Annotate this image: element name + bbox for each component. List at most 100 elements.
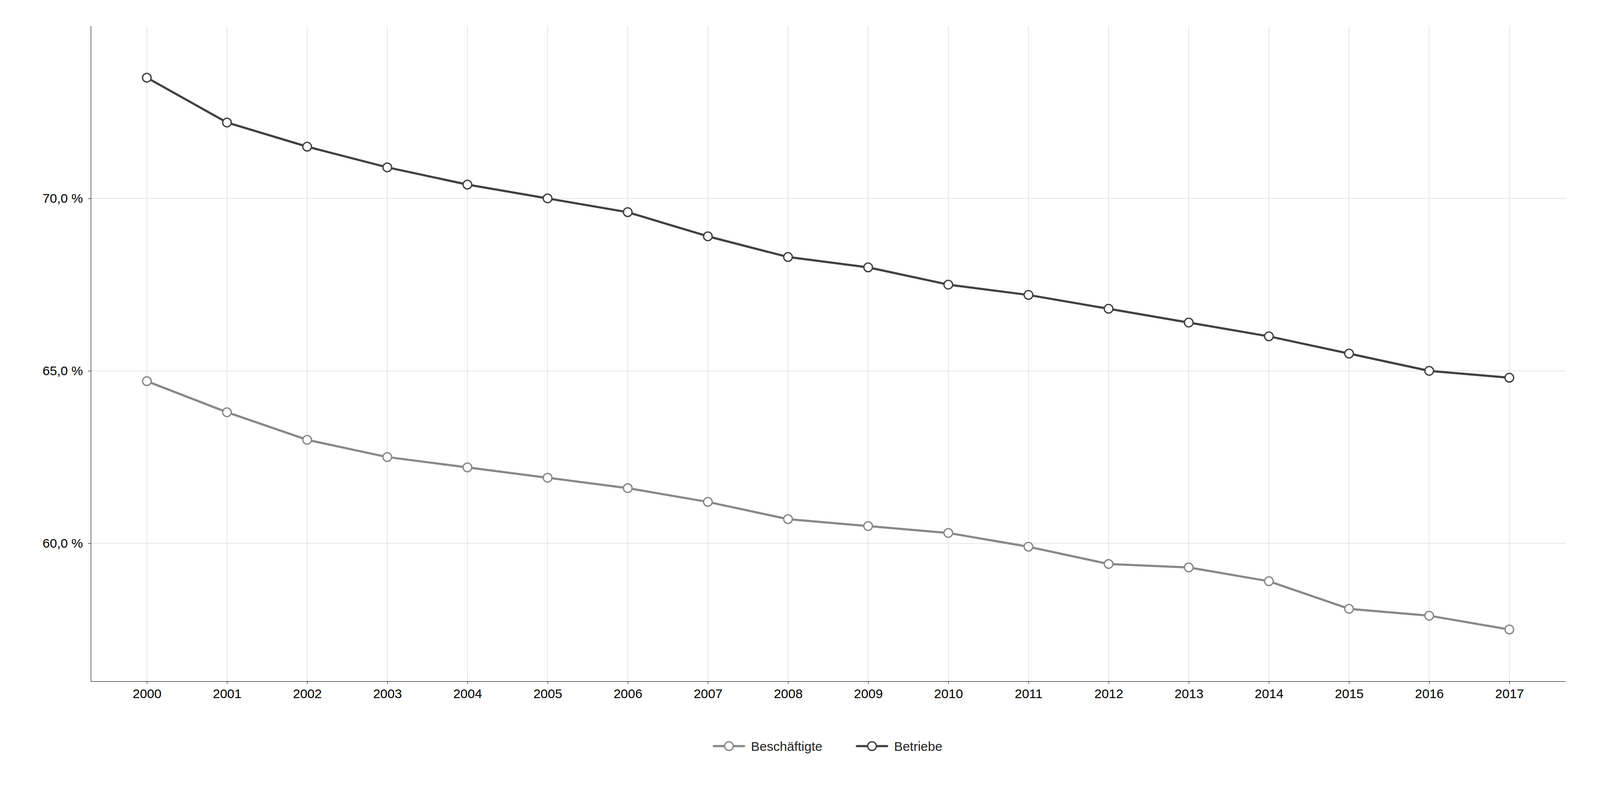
x-grid-line: [1508, 25, 1510, 681]
x-tick-mark: [1028, 680, 1029, 684]
x-tick-mark: [1188, 680, 1190, 684]
x-grid-line: [1428, 25, 1430, 681]
x-axis-line: [91, 680, 1566, 682]
x-tick-label: 2004: [453, 686, 483, 701]
series-point: [1104, 559, 1114, 569]
x-grid-line: [306, 25, 308, 681]
x-grid-line: [1108, 25, 1110, 681]
series: [142, 73, 1514, 382]
x-tick-label: 2002: [292, 686, 322, 701]
series-point: [1504, 373, 1514, 382]
x-tick: 2017: [1495, 680, 1524, 701]
series-point: [1024, 290, 1033, 300]
series-point: [1024, 542, 1033, 551]
series-point: [222, 407, 232, 417]
series-point: [1344, 604, 1354, 613]
x-grid-line: [467, 25, 468, 681]
legend-marker: [867, 741, 877, 751]
series-point: [703, 232, 713, 241]
x-tick-mark: [547, 680, 548, 684]
legend-label: Betriebe: [893, 738, 943, 754]
y-grid-line: [90, 542, 1566, 544]
x-tick-label: 2009: [853, 686, 883, 701]
y-tick-mark: [88, 543, 91, 544]
x-tick: 2014: [1254, 680, 1284, 701]
series-point: [382, 452, 392, 462]
chart: 2000200120022003200420052006200720082009…: [0, 0, 1600, 785]
x-tick: 2000: [132, 680, 162, 701]
x-tick: 2015: [1334, 680, 1364, 701]
series-point: [1184, 318, 1193, 327]
x-tick-mark: [707, 680, 709, 684]
x-tick-mark: [1348, 680, 1350, 684]
y-axis: 60,0 % 65,0 % 70,0 %: [42, 26, 92, 682]
y-grid-line: [90, 370, 1566, 372]
x-tick: 2016: [1415, 680, 1445, 701]
x-tick-label: 2003: [372, 686, 402, 701]
x-tick-label: 2008: [773, 686, 803, 701]
x-tick-mark: [307, 680, 308, 684]
x-tick: 2004: [453, 680, 483, 701]
x-tick: 2002: [292, 680, 322, 701]
x-tick: 2006: [613, 680, 643, 701]
x-tick: 2010: [934, 680, 964, 701]
y-tick-label: 65,0 %: [42, 363, 83, 378]
y-tick: 70,0 %: [42, 190, 91, 206]
series-point: [623, 483, 633, 493]
x-grid-line: [787, 25, 789, 681]
x-tick: 2005: [533, 680, 563, 701]
series-point: [863, 521, 873, 531]
x-axis: 2000200120022003200420052006200720082009…: [91, 680, 1566, 701]
series-point: [222, 117, 232, 127]
x-tick-mark: [1509, 680, 1510, 684]
x-grid-line: [707, 25, 709, 681]
x-grid-line: [146, 25, 148, 681]
series-point: [783, 252, 793, 262]
x-tick-mark: [627, 680, 629, 684]
x-tick-mark: [467, 680, 468, 684]
x-tick-mark: [226, 680, 228, 684]
x-tick-label: 2015: [1334, 686, 1364, 701]
y-tick-mark: [88, 370, 91, 372]
y-grid-line: [90, 197, 1566, 199]
x-tick-label: 2005: [533, 686, 563, 701]
x-tick-label: 2010: [934, 686, 964, 701]
series-point: [382, 162, 392, 172]
series-point: [142, 376, 152, 386]
series-point: [543, 473, 552, 482]
x-tick-label: 2016: [1415, 686, 1445, 701]
series-point: [1504, 624, 1514, 634]
x-tick-label: 2017: [1495, 686, 1524, 701]
x-tick-label: 2012: [1094, 686, 1124, 701]
series-point: [463, 180, 472, 189]
series: [142, 376, 1514, 634]
x-tick-label: 2006: [613, 686, 643, 701]
y-tick: 60,0 %: [42, 535, 91, 551]
series-point: [1344, 349, 1354, 358]
series-point: [944, 279, 953, 289]
grid: [90, 25, 1566, 681]
x-grid-line: [947, 25, 949, 681]
legend-item: Beschäftigte: [713, 738, 823, 754]
series-group: [142, 73, 1514, 634]
series-point: [1425, 366, 1434, 376]
legend: Beschäftigte Betriebe: [713, 738, 943, 754]
x-grid-line: [387, 25, 389, 681]
series-point: [1264, 576, 1274, 586]
series-point: [944, 528, 953, 538]
x-tick-label: 2013: [1174, 686, 1204, 701]
x-tick-mark: [868, 680, 869, 684]
x-tick-mark: [948, 680, 949, 684]
series-line: [146, 381, 1510, 630]
y-axis-line: [90, 26, 92, 682]
x-grid-line: [627, 25, 629, 681]
series-point: [1104, 304, 1114, 313]
y-tick-label: 70,0 %: [42, 190, 83, 206]
y-tick: 65,0 %: [42, 363, 91, 378]
series-point: [623, 207, 633, 217]
x-grid-line: [547, 25, 549, 681]
series-point: [863, 263, 873, 272]
x-tick: 2012: [1094, 680, 1124, 701]
x-tick-mark: [1429, 680, 1430, 684]
x-tick-label: 2007: [693, 686, 723, 701]
